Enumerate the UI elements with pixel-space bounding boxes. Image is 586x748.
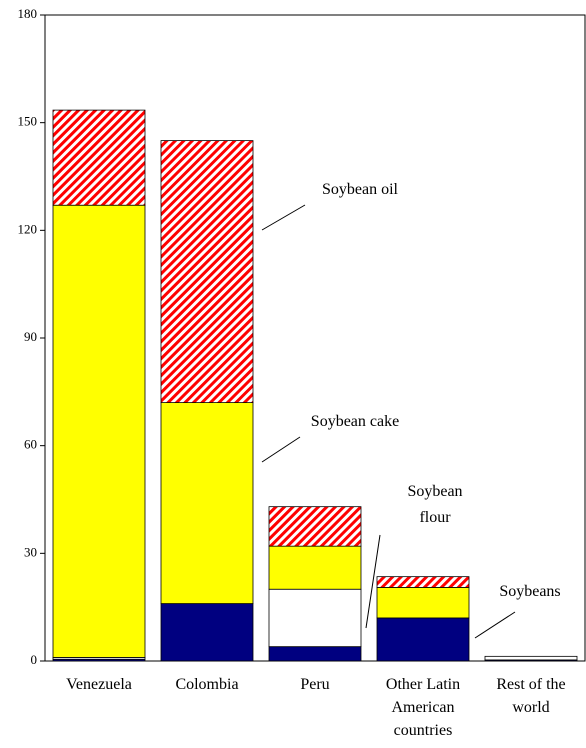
leader-line (365, 534, 381, 629)
y-tick-label: 30 (24, 544, 37, 559)
y-tick-label: 180 (18, 6, 38, 21)
series-label: Soybean cake (310, 413, 400, 430)
bar-segment (52, 109, 146, 206)
y-tick-label: 120 (18, 221, 38, 236)
bar-segment (268, 545, 362, 590)
bar-segment (160, 603, 254, 662)
y-tick-label: 0 (31, 652, 38, 667)
bar-segment (484, 655, 578, 661)
y-tick-label: 60 (24, 437, 37, 452)
bar-segment (268, 646, 362, 662)
leader-line (261, 436, 301, 463)
bar-segment (52, 204, 146, 658)
series-label: Soybean flour (407, 483, 463, 526)
bar-segment (160, 140, 254, 404)
x-tick-label: Colombia (175, 676, 239, 693)
leader-line (261, 204, 306, 231)
series-label: Soybean oil (322, 181, 398, 198)
x-tick-label: Rest of the world (496, 676, 566, 716)
bar-segment (268, 588, 362, 648)
bar-segment (160, 402, 254, 604)
bar-segment (376, 617, 470, 662)
y-tick-label: 90 (24, 329, 37, 344)
y-tick-label: 150 (18, 114, 38, 129)
series-label: Soybeans (499, 583, 561, 600)
bar-segment (376, 587, 470, 619)
leader-line (474, 611, 516, 639)
x-tick-label: Other Latin American countries (385, 676, 461, 739)
x-tick-label: Venezuela (66, 676, 132, 693)
bar-segment (376, 576, 470, 588)
x-tick-label: Peru (300, 676, 330, 693)
bar-segment (268, 506, 362, 547)
